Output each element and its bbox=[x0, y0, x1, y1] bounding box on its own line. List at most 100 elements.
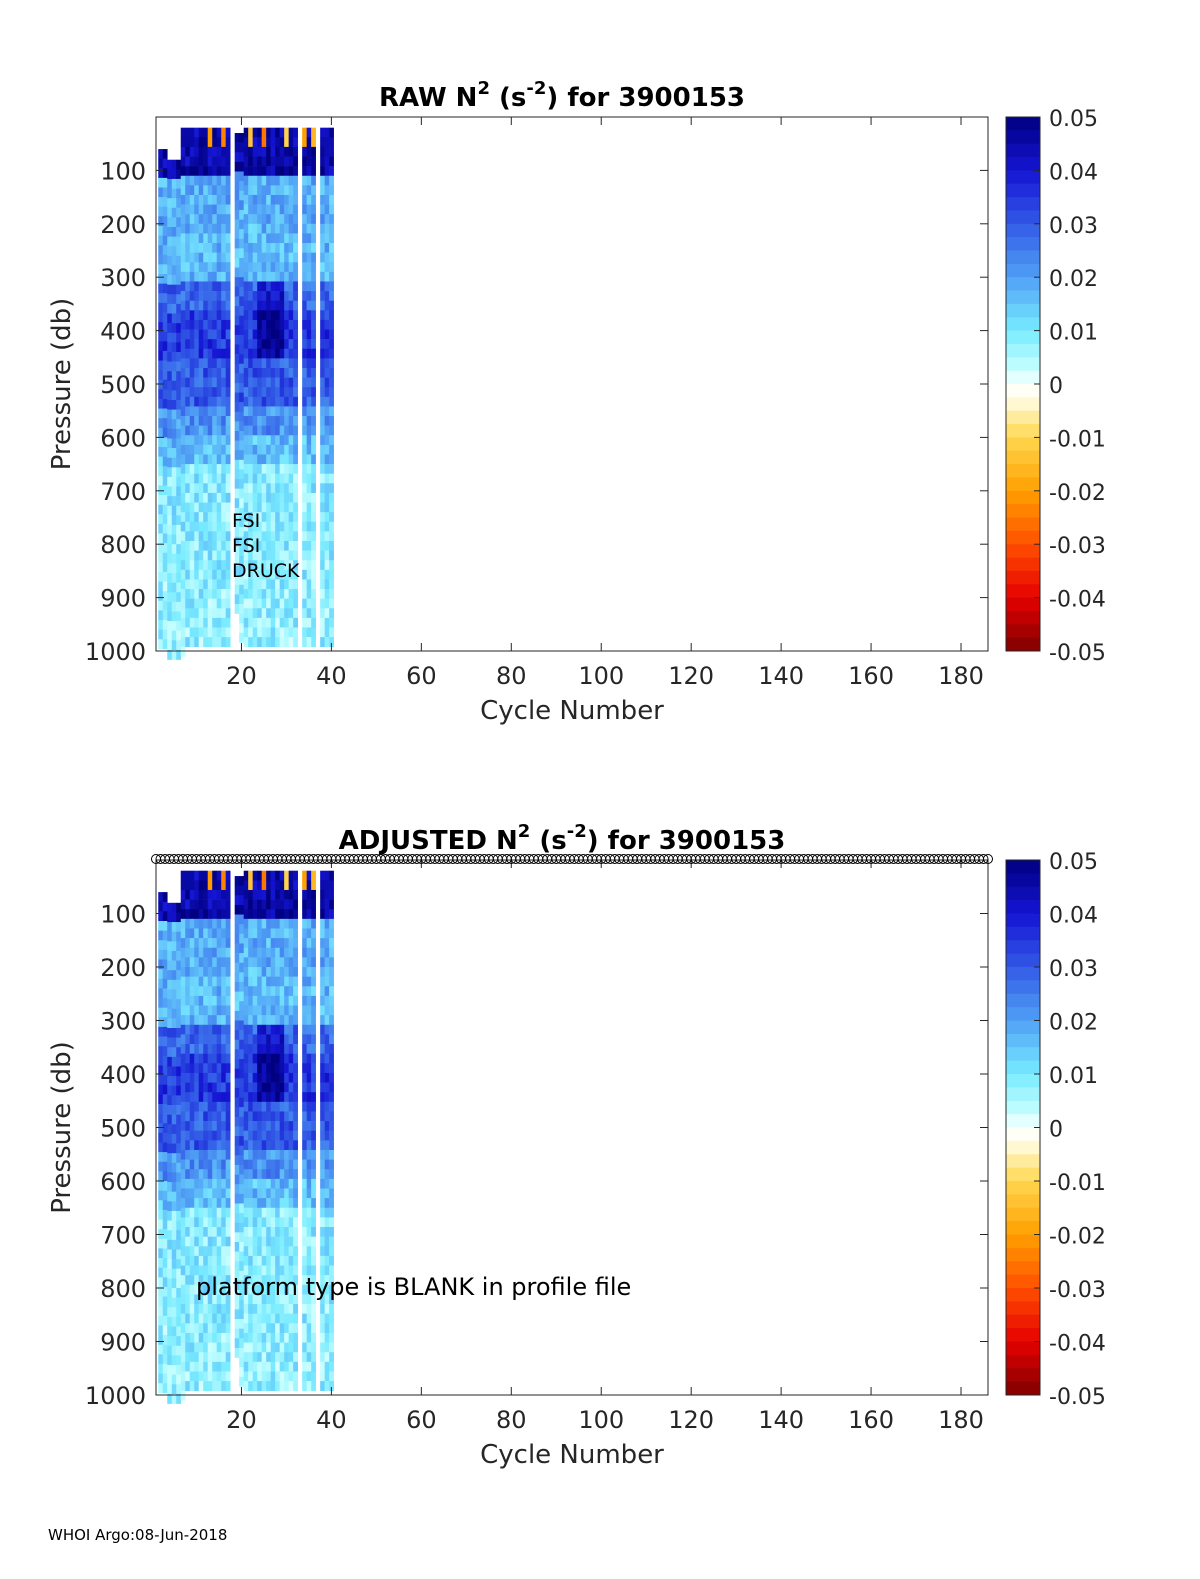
y-tick-label: 100 bbox=[100, 157, 146, 185]
heatmap-cell bbox=[167, 999, 173, 1010]
heatmap-cell bbox=[207, 377, 213, 388]
heatmap-cell bbox=[234, 267, 240, 278]
heatmap-cell bbox=[257, 1005, 262, 1016]
heatmap-cell bbox=[311, 967, 316, 977]
heatmap-cell bbox=[329, 204, 334, 215]
heatmap-cell bbox=[270, 1342, 276, 1353]
heatmap-cell bbox=[185, 521, 191, 532]
heatmap-cell bbox=[239, 1010, 244, 1021]
heatmap-cell bbox=[293, 1044, 298, 1054]
heatmap-cell bbox=[329, 454, 334, 465]
heatmap-cell bbox=[221, 598, 227, 609]
heatmap-cell bbox=[302, 291, 307, 301]
heatmap-cell bbox=[275, 310, 280, 321]
heatmap-cell bbox=[243, 1005, 249, 1016]
heatmap-cell bbox=[279, 909, 285, 920]
heatmap-cell bbox=[207, 899, 213, 910]
heatmap-cell bbox=[275, 889, 280, 900]
heatmap-cell bbox=[189, 608, 195, 619]
heatmap-cell bbox=[239, 392, 244, 403]
heatmap-cell bbox=[212, 377, 218, 388]
platform-annotation: platform type is BLANK in profile file bbox=[196, 1273, 631, 1301]
heatmap-cell bbox=[257, 166, 262, 177]
heatmap-cell bbox=[162, 920, 168, 931]
heatmap-cell bbox=[306, 483, 312, 494]
heatmap-cell bbox=[234, 575, 240, 586]
heatmap-cell bbox=[293, 137, 298, 148]
heatmap-cell bbox=[167, 505, 173, 516]
heatmap-cell bbox=[180, 502, 186, 513]
heatmap-cell bbox=[198, 550, 204, 561]
heatmap-cell bbox=[221, 1005, 227, 1016]
heatmap-cell bbox=[275, 947, 280, 958]
heatmap-cell bbox=[225, 976, 231, 987]
heatmap-cell bbox=[284, 243, 289, 253]
heatmap-cell bbox=[198, 483, 204, 494]
sensor-annotation: FSI bbox=[232, 510, 260, 532]
heatmap-cell bbox=[176, 217, 182, 228]
heatmap-cell bbox=[293, 300, 298, 311]
heatmap-cell bbox=[216, 608, 222, 619]
heatmap-cell bbox=[284, 598, 289, 609]
heatmap-cell bbox=[216, 1005, 222, 1016]
heatmap-cell bbox=[324, 185, 330, 196]
heatmap-cell bbox=[257, 175, 262, 186]
heatmap-cell bbox=[207, 127, 213, 138]
heatmap-cell bbox=[257, 512, 262, 523]
heatmap-cell bbox=[243, 416, 249, 426]
heatmap-cell bbox=[284, 339, 289, 350]
heatmap-cell bbox=[243, 367, 249, 378]
heatmap-cell bbox=[266, 617, 271, 628]
heatmap-cell bbox=[279, 1188, 285, 1199]
heatmap-cell bbox=[306, 1063, 312, 1074]
heatmap-cell bbox=[284, 1111, 289, 1122]
heatmap-cell bbox=[306, 300, 312, 311]
heatmap-cell bbox=[221, 870, 227, 881]
heatmap-cell bbox=[248, 1072, 253, 1083]
colorbar-tick-label: -0.02 bbox=[1049, 481, 1106, 506]
heatmap-cell bbox=[320, 194, 325, 205]
heatmap-cell bbox=[252, 1265, 258, 1276]
heatmap-cell bbox=[221, 1227, 227, 1237]
heatmap-cell bbox=[176, 630, 182, 641]
heatmap-cell bbox=[252, 1121, 258, 1132]
heatmap-cell bbox=[234, 527, 240, 538]
heatmap-cell bbox=[216, 1130, 222, 1141]
heatmap-cell bbox=[171, 1326, 177, 1337]
heatmap-cell bbox=[207, 938, 213, 949]
heatmap-cell bbox=[288, 560, 294, 571]
heatmap-cell bbox=[302, 416, 307, 426]
heatmap-cell bbox=[293, 870, 298, 881]
heatmap-cell bbox=[234, 479, 240, 489]
heatmap-cell bbox=[194, 435, 200, 446]
heatmap-cell bbox=[203, 627, 209, 638]
heatmap-cell bbox=[311, 918, 316, 929]
heatmap-cell bbox=[198, 194, 204, 205]
colorbar-swatch bbox=[1006, 464, 1040, 478]
heatmap-cell bbox=[257, 425, 262, 436]
heatmap-cell bbox=[207, 416, 213, 426]
heatmap-cell bbox=[311, 1332, 316, 1343]
heatmap-cell bbox=[216, 243, 222, 253]
heatmap-cell bbox=[167, 275, 173, 285]
heatmap-cell bbox=[279, 531, 285, 542]
heatmap-cell bbox=[239, 411, 244, 422]
heatmap-cell bbox=[279, 1015, 285, 1026]
heatmap-cell bbox=[279, 243, 285, 253]
heatmap-cell bbox=[189, 1044, 195, 1054]
heatmap-cell bbox=[194, 156, 200, 167]
heatmap-cell bbox=[324, 512, 330, 523]
heatmap-cell bbox=[311, 1371, 316, 1382]
heatmap-cell bbox=[198, 233, 204, 244]
heatmap-cell bbox=[203, 637, 209, 648]
heatmap-cell bbox=[221, 214, 227, 225]
heatmap-cell bbox=[167, 931, 173, 942]
heatmap-cell bbox=[185, 1198, 191, 1209]
heatmap-cell bbox=[270, 1015, 276, 1026]
heatmap-cell bbox=[261, 1015, 267, 1026]
heatmap-cell bbox=[194, 967, 200, 977]
heatmap-cell bbox=[257, 416, 262, 426]
heatmap-cell bbox=[329, 1332, 334, 1343]
heatmap-cell bbox=[158, 892, 164, 903]
heatmap-cell bbox=[207, 492, 213, 503]
